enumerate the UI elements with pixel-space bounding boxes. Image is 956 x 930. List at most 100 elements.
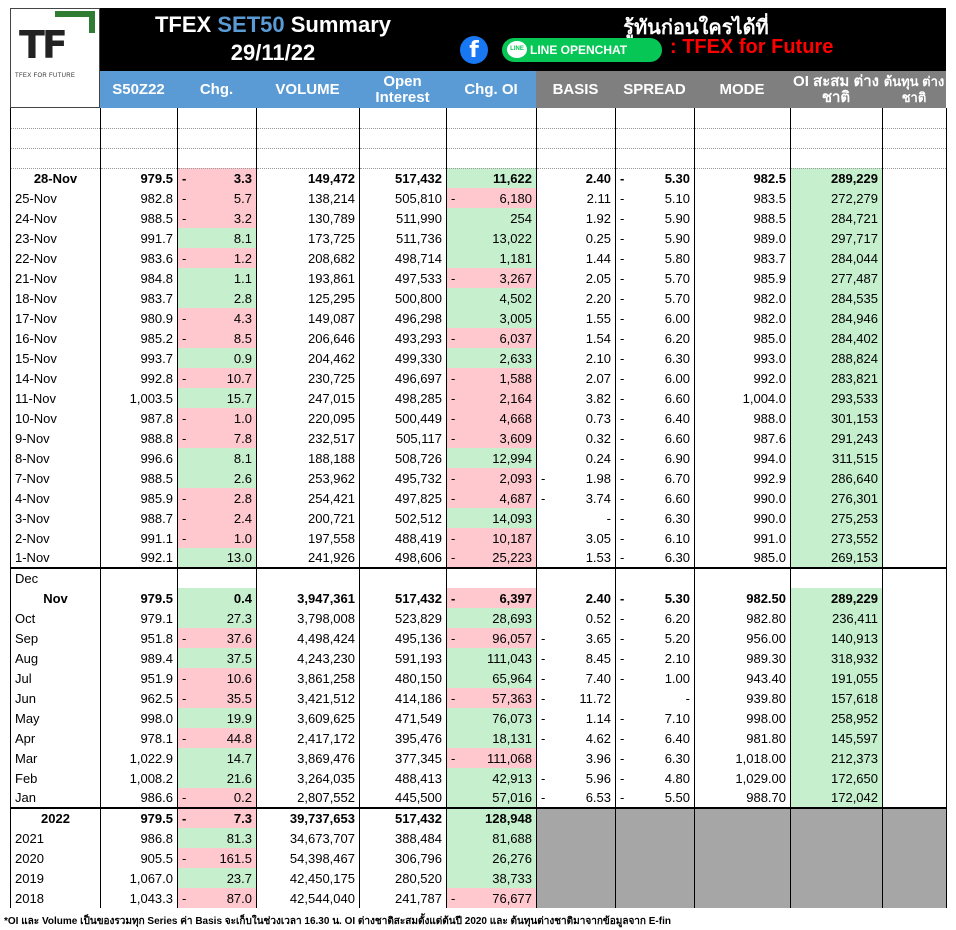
cell-mode: 994.0 xyxy=(694,448,791,468)
sign: - xyxy=(182,330,187,346)
sign: - xyxy=(182,690,187,706)
cell-foreign-oi: 140,913 xyxy=(790,628,883,648)
table-row: 2020 905.5- 161.5 54,398,467 306,796 26,276 xyxy=(10,848,947,868)
cell-mode: 985.0 xyxy=(694,328,791,348)
row-label: 15-Nov xyxy=(10,348,101,368)
sign: - xyxy=(620,790,625,805)
sign: - xyxy=(451,530,456,546)
value: 14,093 xyxy=(492,510,532,526)
col-header-foreign-cost: ต้นทุน ต่างชาติ xyxy=(882,71,946,108)
col-header-basis: BASIS xyxy=(536,71,615,108)
header-banner: TF TFEX FOR FUTURE TFEX SET50 Summary 29… xyxy=(10,8,946,108)
cell-basis: 0.52 xyxy=(536,608,616,628)
facebook-icon[interactable]: f xyxy=(460,36,488,64)
row-label: 11-Nov xyxy=(10,388,101,408)
cell-foreign-cost xyxy=(882,508,947,528)
row-label: Oct xyxy=(10,608,101,628)
table-row: 9-Nov 988.8-7.8 232,517 505,117-3,609 0.32-6… xyxy=(10,428,947,448)
cell-empty xyxy=(536,828,616,848)
cell-empty xyxy=(536,807,616,828)
sign: - xyxy=(182,210,187,226)
cell-chg: - 10.7 xyxy=(177,368,257,388)
value: 8.1 xyxy=(233,450,252,466)
cell-chg: - 1.0 xyxy=(177,528,257,548)
table-row: 11-Nov 1,003.5 15.7 247,015 498,285-2,164 3.8… xyxy=(10,388,947,408)
cell-chg: - 0.2 xyxy=(177,788,257,808)
cell-oi xyxy=(359,567,447,588)
cell-chg: 0.9 xyxy=(177,348,257,368)
sign: - xyxy=(620,610,625,626)
cell-chg-oi: 28,693 xyxy=(446,608,537,628)
cell-basis: 1.55 xyxy=(536,308,616,328)
cell-price: 993.7 xyxy=(100,348,178,368)
value: 2.40 xyxy=(585,590,611,606)
cell-foreign-oi: 276,301 xyxy=(790,488,883,508)
value: 35.5 xyxy=(226,690,252,706)
cell-spread: - 5.90 xyxy=(615,208,695,228)
sign: - xyxy=(620,230,625,246)
cell-mode xyxy=(694,567,791,588)
cell-foreign-cost xyxy=(882,448,947,468)
value: 10,187 xyxy=(492,530,532,546)
row-label: 2-Nov xyxy=(10,528,101,548)
sign: - xyxy=(620,250,625,266)
cell-spread: - 6.30 xyxy=(615,508,695,528)
cell-chg-oi: 76,073 xyxy=(446,708,537,728)
value: 1.0 xyxy=(233,530,252,546)
cell-foreign-oi: 286,640 xyxy=(790,468,883,488)
value: 8.1 xyxy=(233,230,252,246)
sign: - xyxy=(182,190,187,206)
row-label: Nov xyxy=(10,588,101,608)
value: 6.53 xyxy=(585,790,611,805)
table-row: 23-Nov 991.7 8.1 173,725 511,736 13,022 0.25- 5… xyxy=(10,228,947,248)
cell-chg-oi: - 4,687 xyxy=(446,488,537,508)
table-row: Apr 978.1-44.8 2,417,172 395,476 18,131-4.62… xyxy=(10,728,947,748)
cell-volume: 138,214 xyxy=(256,188,360,208)
cell-basis: 1.54 xyxy=(536,328,616,348)
value: 3.05 xyxy=(585,530,611,546)
line-openchat-button[interactable]: LINE LINE OPENCHAT xyxy=(502,38,662,62)
value: 1.92 xyxy=(585,210,611,226)
summary-sheet: TF TFEX FOR FUTURE TFEX SET50 Summary 29… xyxy=(10,8,947,908)
cell-mode: 988.5 xyxy=(694,208,791,228)
cell-foreign-oi: 269,153 xyxy=(790,548,883,568)
cell-spread: - 5.10 xyxy=(615,188,695,208)
cell-volume: 3,421,512 xyxy=(256,688,360,708)
cell-foreign-cost xyxy=(882,528,947,548)
cell-chg-oi: - 3,267 xyxy=(446,268,537,288)
value: 15.7 xyxy=(226,390,252,406)
value: 6.10 xyxy=(664,530,690,546)
cell-foreign-cost xyxy=(882,708,947,728)
table-row: Aug 989.4 37.5 4,243,230 591,193 111,043-8.45… xyxy=(10,648,947,668)
cell-volume: 2,417,172 xyxy=(256,728,360,748)
cell-spread: - 6.90 xyxy=(615,448,695,468)
value: 5.90 xyxy=(664,230,690,246)
table-row: Mar 1,022.9 14.7 3,869,476 377,345-111,068 3.… xyxy=(10,748,947,768)
cell-chg-oi: 14,093 xyxy=(446,508,537,528)
sign: - xyxy=(541,730,546,746)
row-label: 2018 xyxy=(10,888,101,908)
cell-foreign-oi: 284,044 xyxy=(790,248,883,268)
cell-oi: 280,520 xyxy=(359,868,447,888)
cell-empty xyxy=(615,807,695,828)
cell-foreign-cost xyxy=(882,268,947,288)
cell-empty xyxy=(882,807,947,828)
cell-volume: 230,725 xyxy=(256,368,360,388)
cell-volume: 253,962 xyxy=(256,468,360,488)
table-row: 22-Nov 983.6-1.2 208,682 498,714 1,181 1.44-5… xyxy=(10,248,947,268)
cell-spread xyxy=(615,108,695,129)
cell-basis: 1.44 xyxy=(536,248,616,268)
cell-price: 989.4 xyxy=(100,648,178,668)
value: 76,073 xyxy=(492,710,532,726)
cell-mode: 989.0 xyxy=(694,228,791,248)
cell-basis: 2.40 xyxy=(536,588,616,608)
row-label: Mar xyxy=(10,748,101,768)
value: 37.5 xyxy=(226,650,252,666)
cell-chg xyxy=(177,148,257,169)
sign: - xyxy=(182,530,187,546)
table-row: 3-Nov 988.7-2.4 200,721 502,512 14,093- -6.30… xyxy=(10,508,947,528)
sign: - xyxy=(451,270,456,286)
cell-oi: 493,293 xyxy=(359,328,447,348)
cell-oi: 498,285 xyxy=(359,388,447,408)
value: 7.3 xyxy=(233,811,252,826)
